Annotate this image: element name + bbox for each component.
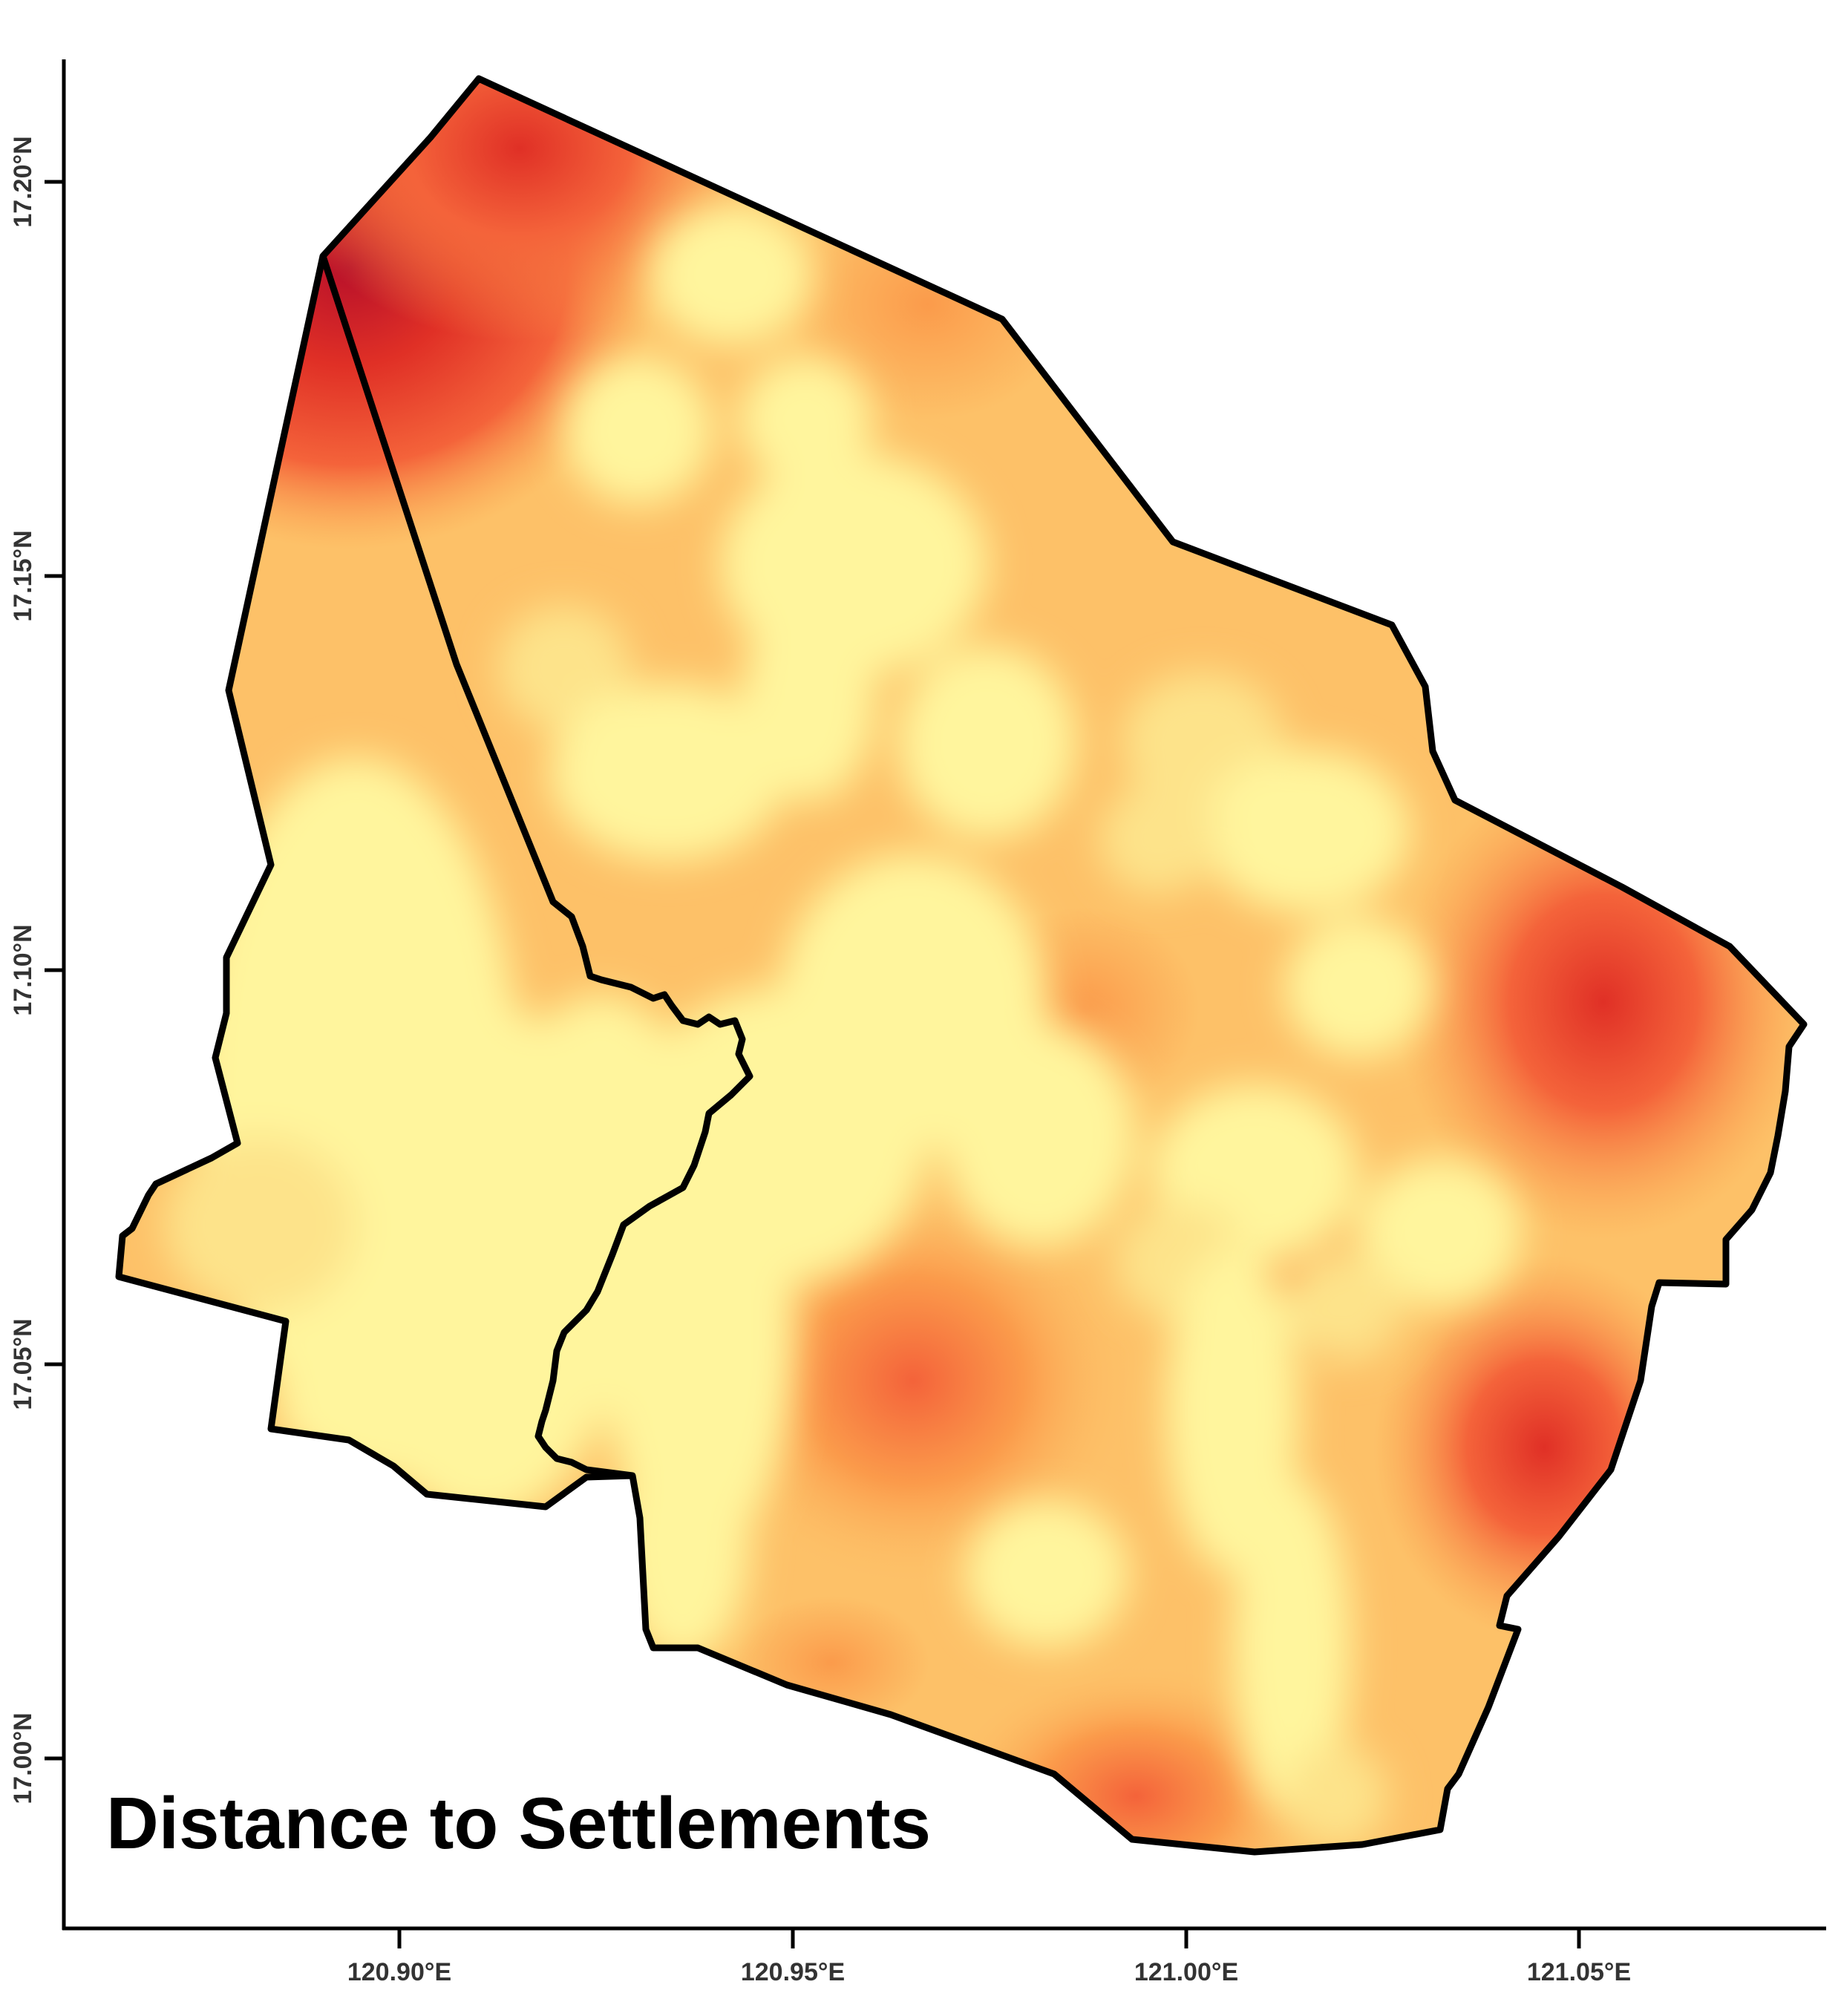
- y-tick-label: 17.15°N: [9, 530, 37, 621]
- y-tick-label: 17.00°N: [9, 1712, 37, 1804]
- distance-raster: [119, 79, 1804, 1852]
- y-tick-label: 17.20°N: [9, 136, 37, 227]
- boundaries: [115, 75, 1808, 1856]
- x-tick-labels: 120.90°E 120.95°E 121.00°E 121.05°E: [347, 1958, 1631, 1986]
- axes: [45, 59, 1826, 1948]
- y-tick-labels: 17.20°N 17.15°N 17.10°N 17.05°N 17.00°N: [9, 136, 37, 1804]
- map-title: Distance to Settlements: [106, 1782, 931, 1864]
- internal-boundary: [319, 255, 753, 1479]
- x-tick-label: 121.05°E: [1527, 1958, 1631, 1986]
- region-outline: [115, 75, 1808, 1856]
- y-tick-label: 17.10°N: [9, 924, 37, 1015]
- x-tick-label: 120.95°E: [741, 1958, 845, 1986]
- y-tick-label: 17.05°N: [9, 1318, 37, 1410]
- x-tick-label: 121.00°E: [1134, 1958, 1238, 1986]
- x-tick-label: 120.90°E: [347, 1958, 451, 1986]
